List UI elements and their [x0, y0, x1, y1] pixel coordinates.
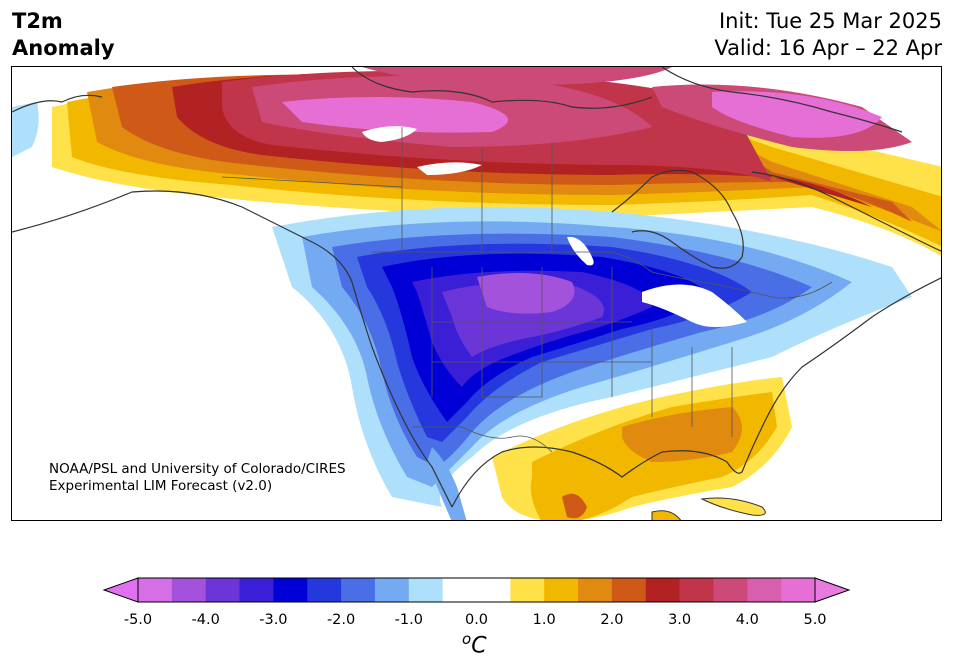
forecast-dates: Init: Tue 25 Mar 2025 Valid: 16 Apr – 22…: [714, 8, 942, 62]
contour-11: [362, 67, 672, 86]
colorbar-swatch: [544, 578, 579, 602]
colorbar-over-arrow: [814, 577, 851, 603]
colorbar-swatch: [781, 578, 816, 602]
hudson-bay-coast: [611, 169, 744, 269]
colorbar-swatch: [510, 578, 545, 602]
colorbar-tick-label: -3.0: [259, 612, 288, 628]
colorbar-tick-label: -4.0: [191, 612, 220, 628]
colorbar-tick-label: 0.0: [464, 612, 489, 628]
colorbar-swatch: [307, 578, 342, 602]
colorbar-swatch: [611, 578, 647, 602]
colorbar-swatch: [205, 578, 241, 602]
contour-22: [622, 407, 742, 462]
title-variable: T2m: [12, 9, 63, 33]
cold-core-field: [272, 207, 912, 507]
contour-10: [712, 91, 882, 138]
colorbar-swatch: [476, 578, 511, 602]
colorbar-border: [137, 577, 816, 603]
us-canada-border: [372, 251, 833, 299]
colorbar-swatch: [239, 578, 274, 602]
credit-line-2: Experimental LIM Forecast (v2.0): [49, 478, 273, 494]
anomaly-map: [11, 66, 942, 521]
units-label: oC: [462, 630, 487, 658]
labrador-coast: [751, 171, 941, 252]
contour-8: [282, 97, 508, 133]
coastline-2: [12, 190, 453, 508]
baja-cold-region: [427, 447, 467, 520]
great-bear-lake: [362, 126, 417, 142]
map-title: T2m Anomaly: [12, 8, 115, 62]
cuba: [700, 497, 766, 516]
init-date: Init: Tue 25 Mar 2025: [718, 9, 942, 33]
province-border-4: [221, 176, 403, 188]
contour-19: [477, 273, 575, 314]
colorbar-swatch: [747, 578, 782, 602]
political-borders: [221, 127, 833, 453]
colorbar-tick-label: -1.0: [394, 612, 423, 628]
coastline-3: [451, 277, 941, 508]
colorbar-swatch: [341, 578, 376, 602]
contour-23: [562, 493, 587, 519]
colorbar-swatch: [645, 578, 681, 602]
state-border-2: [481, 267, 542, 398]
great-slave-lake: [417, 162, 482, 175]
coastline-1: [12, 94, 103, 113]
arctic-islands: [351, 67, 653, 109]
yucatan: [651, 510, 682, 520]
colorbar-under-arrow: [102, 577, 139, 603]
credit-line-1: NOAA/PSL and University of Colorado/CIRE…: [49, 461, 346, 477]
colorbar-tick-label: 3.0: [668, 612, 692, 628]
credit-text: NOAA/PSL and University of Colorado/CIRE…: [49, 461, 346, 495]
colorbar-swatch: [442, 578, 477, 602]
colorbar-swatch: [374, 578, 410, 602]
colorbar-tick-label: -2.0: [326, 612, 356, 628]
coastlines: [12, 67, 941, 508]
valid-date: Valid: 16 Apr – 22 Apr: [714, 36, 942, 60]
us-mexico-border: [412, 426, 553, 453]
colorbar-swatch: [713, 578, 748, 602]
colorbar-swatch: [138, 578, 173, 602]
colorbar-tick-label: 2.0: [600, 612, 624, 628]
colorbar-tick-label: 4.0: [735, 612, 759, 628]
units-degree: o: [462, 630, 472, 648]
colorbar-swatch: [578, 578, 613, 602]
greenland-coast: [661, 67, 903, 133]
colorbar-swatch: [679, 578, 714, 602]
alaska-cold-region: [12, 102, 39, 157]
title-type: Anomaly: [12, 36, 115, 60]
colorbar-swatch: [273, 578, 308, 602]
warm-north-field: [52, 67, 941, 256]
colorbar-swatch: [408, 578, 444, 602]
lake-winnipeg: [567, 236, 594, 266]
colorbar-tick-label: 5.0: [803, 612, 827, 628]
colorbar-tick-label: 1.0: [532, 612, 556, 628]
great-lakes: [642, 284, 747, 327]
colorbar-swatch: [171, 578, 207, 602]
units-letter: C: [471, 633, 487, 659]
colorbar-tick-label: -5.0: [123, 612, 153, 628]
map-svg: [12, 67, 941, 520]
